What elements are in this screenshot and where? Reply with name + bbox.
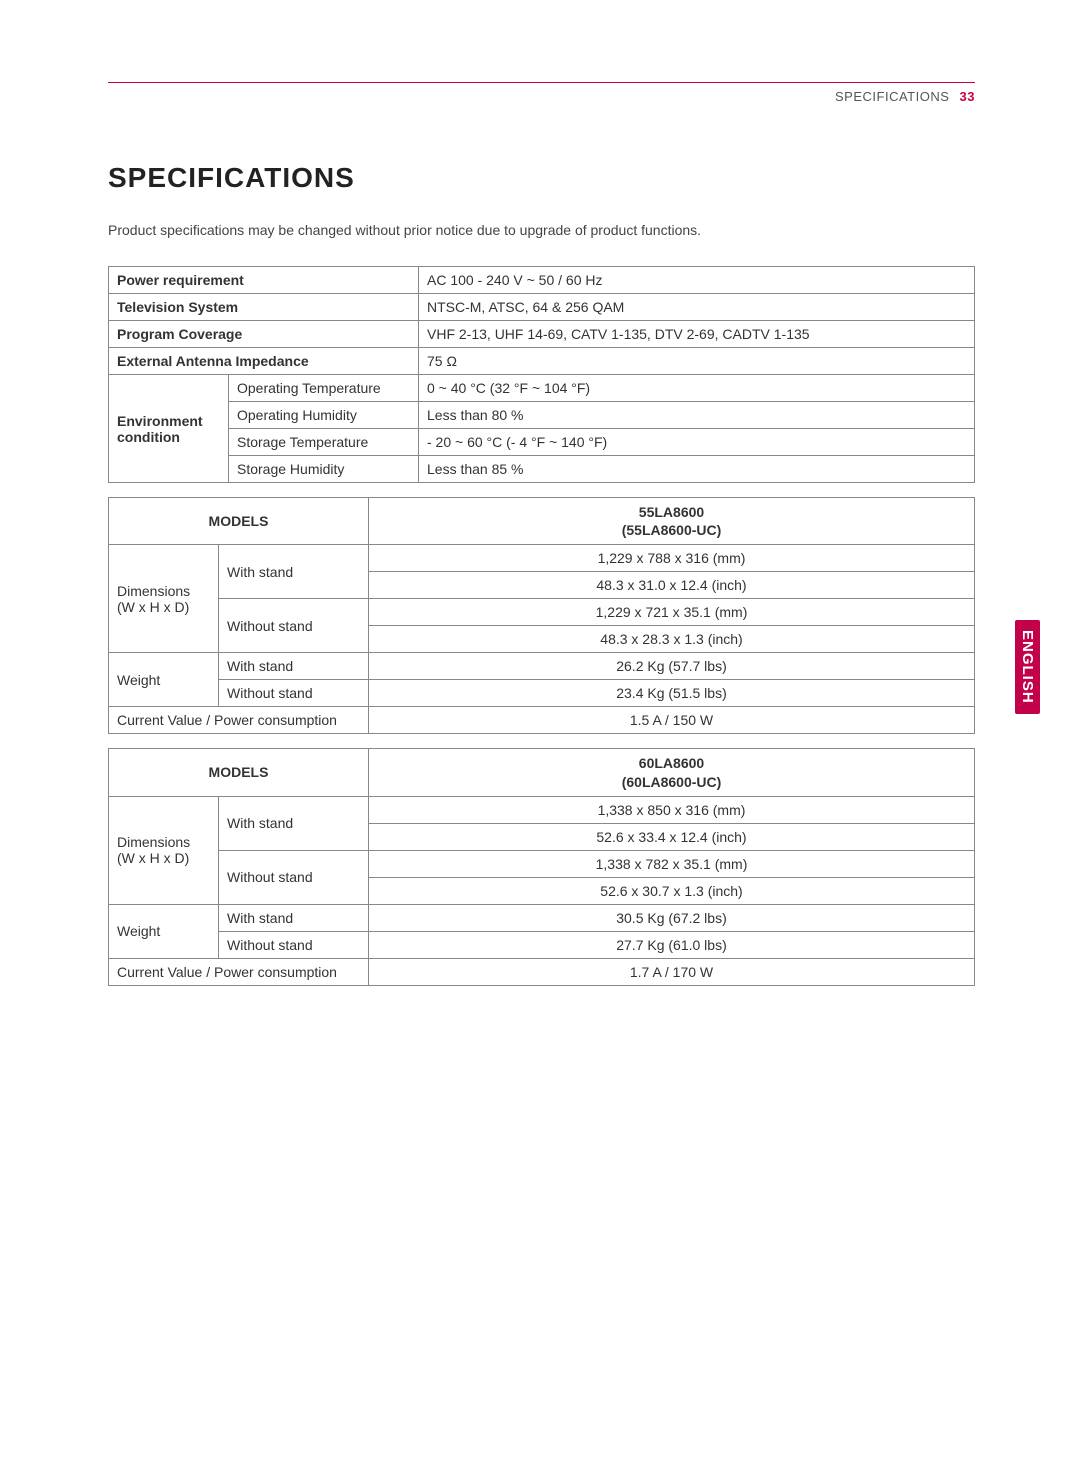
dimensions-label: Dimensions (W x H x D)	[109, 545, 219, 653]
model-name-cell: 55LA8600 (55LA8600-UC)	[369, 498, 975, 545]
dim-value: 1,229 x 788 x 316 (mm)	[369, 545, 975, 572]
without-stand-label: Without stand	[219, 850, 369, 904]
env-value: 0 ~ 40 °C (32 °F ~ 104 °F)	[419, 375, 975, 402]
env-sub-label: Operating Temperature	[229, 375, 419, 402]
spec-value: NTSC-M, ATSC, 64 & 256 QAM	[419, 294, 975, 321]
model-name: 55LA8600	[639, 504, 704, 520]
table-row: Current Value / Power consumption 1.7 A …	[109, 958, 975, 985]
table-row: Dimensions (W x H x D) With stand 1,229 …	[109, 545, 975, 572]
header-rule	[108, 82, 975, 83]
with-stand-label: With stand	[219, 796, 369, 850]
dim-value: 52.6 x 33.4 x 12.4 (inch)	[369, 823, 975, 850]
language-tab: ENGLISH	[1015, 620, 1040, 714]
page-content: SPECIFICATIONS 33 SPECIFICATIONS Product…	[0, 0, 1080, 986]
env-value: Less than 85 %	[419, 456, 975, 483]
env-label: Environment condition	[109, 375, 229, 483]
power-label: Current Value / Power consumption	[109, 958, 369, 985]
table-row: Without stand 1,229 x 721 x 35.1 (mm)	[109, 599, 975, 626]
table-row: Power requirement AC 100 - 240 V ~ 50 / …	[109, 267, 975, 294]
power-value: 1.5 A / 150 W	[369, 707, 975, 734]
table-row: Operating Humidity Less than 80 %	[109, 402, 975, 429]
dim-sub-text: (W x H x D)	[117, 850, 189, 866]
power-label: Current Value / Power consumption	[109, 707, 369, 734]
power-value: 1.7 A / 170 W	[369, 958, 975, 985]
dim-value: 48.3 x 31.0 x 12.4 (inch)	[369, 572, 975, 599]
page-header: SPECIFICATIONS 33	[108, 89, 975, 104]
spec-label: Power requirement	[109, 267, 419, 294]
table-row: MODELS 55LA8600 (55LA8600-UC)	[109, 498, 975, 545]
weight-value: 26.2 Kg (57.7 lbs)	[369, 653, 975, 680]
spec-label: Television System	[109, 294, 419, 321]
weight-label: Weight	[109, 904, 219, 958]
table-row: Without stand 27.7 Kg (61.0 lbs)	[109, 931, 975, 958]
header-page-number: 33	[960, 89, 975, 104]
table-row: Storage Humidity Less than 85 %	[109, 456, 975, 483]
table-row: Program Coverage VHF 2-13, UHF 14-69, CA…	[109, 321, 975, 348]
dim-value: 1,229 x 721 x 35.1 (mm)	[369, 599, 975, 626]
table-row: Current Value / Power consumption 1.5 A …	[109, 707, 975, 734]
table-row: Dimensions (W x H x D) With stand 1,338 …	[109, 796, 975, 823]
spec-value: VHF 2-13, UHF 14-69, CATV 1-135, DTV 2-6…	[419, 321, 975, 348]
weight-label: Weight	[109, 653, 219, 707]
weight-value: 30.5 Kg (67.2 lbs)	[369, 904, 975, 931]
dim-value: 52.6 x 30.7 x 1.3 (inch)	[369, 877, 975, 904]
model-specs-table: MODELS 60LA8600 (60LA8600-UC) Dimensions…	[108, 748, 975, 985]
table-row: Storage Temperature - 20 ~ 60 °C (- 4 °F…	[109, 429, 975, 456]
model-specs-table: MODELS 55LA8600 (55LA8600-UC) Dimensions…	[108, 497, 975, 734]
models-header: MODELS	[109, 498, 369, 545]
table-row: External Antenna Impedance 75 Ω	[109, 348, 975, 375]
weight-value: 27.7 Kg (61.0 lbs)	[369, 931, 975, 958]
dim-value: 48.3 x 28.3 x 1.3 (inch)	[369, 626, 975, 653]
with-stand-label: With stand	[219, 904, 369, 931]
with-stand-label: With stand	[219, 545, 369, 599]
header-section-label: SPECIFICATIONS	[835, 89, 949, 104]
spec-label: Program Coverage	[109, 321, 419, 348]
without-stand-label: Without stand	[219, 680, 369, 707]
spec-value: AC 100 - 240 V ~ 50 / 60 Hz	[419, 267, 975, 294]
dim-value: 1,338 x 850 x 316 (mm)	[369, 796, 975, 823]
dim-sub-text: (W x H x D)	[117, 599, 189, 615]
dimensions-label: Dimensions (W x H x D)	[109, 796, 219, 904]
without-stand-label: Without stand	[219, 931, 369, 958]
env-value: Less than 80 %	[419, 402, 975, 429]
dim-label-text: Dimensions	[117, 583, 190, 599]
model-name-cell: 60LA8600 (60LA8600-UC)	[369, 749, 975, 796]
env-value: - 20 ~ 60 °C (- 4 °F ~ 140 °F)	[419, 429, 975, 456]
models-header: MODELS	[109, 749, 369, 796]
general-specs-table: Power requirement AC 100 - 240 V ~ 50 / …	[108, 266, 975, 483]
table-row: Television System NTSC-M, ATSC, 64 & 256…	[109, 294, 975, 321]
table-row: Without stand 23.4 Kg (51.5 lbs)	[109, 680, 975, 707]
env-sub-label: Operating Humidity	[229, 402, 419, 429]
page-title: SPECIFICATIONS	[108, 162, 975, 194]
table-row: Weight With stand 30.5 Kg (67.2 lbs)	[109, 904, 975, 931]
weight-value: 23.4 Kg (51.5 lbs)	[369, 680, 975, 707]
model-sub: (60LA8600-UC)	[622, 774, 722, 790]
model-sub: (55LA8600-UC)	[622, 522, 722, 538]
model-name: 60LA8600	[639, 755, 704, 771]
dim-value: 1,338 x 782 x 35.1 (mm)	[369, 850, 975, 877]
spec-label: External Antenna Impedance	[109, 348, 419, 375]
env-sub-label: Storage Humidity	[229, 456, 419, 483]
spec-value: 75 Ω	[419, 348, 975, 375]
without-stand-label: Without stand	[219, 599, 369, 653]
table-row: Environment condition Operating Temperat…	[109, 375, 975, 402]
env-sub-label: Storage Temperature	[229, 429, 419, 456]
dim-label-text: Dimensions	[117, 834, 190, 850]
table-row: MODELS 60LA8600 (60LA8600-UC)	[109, 749, 975, 796]
with-stand-label: With stand	[219, 653, 369, 680]
table-row: Weight With stand 26.2 Kg (57.7 lbs)	[109, 653, 975, 680]
intro-text: Product specifications may be changed wi…	[108, 222, 975, 238]
table-row: Without stand 1,338 x 782 x 35.1 (mm)	[109, 850, 975, 877]
